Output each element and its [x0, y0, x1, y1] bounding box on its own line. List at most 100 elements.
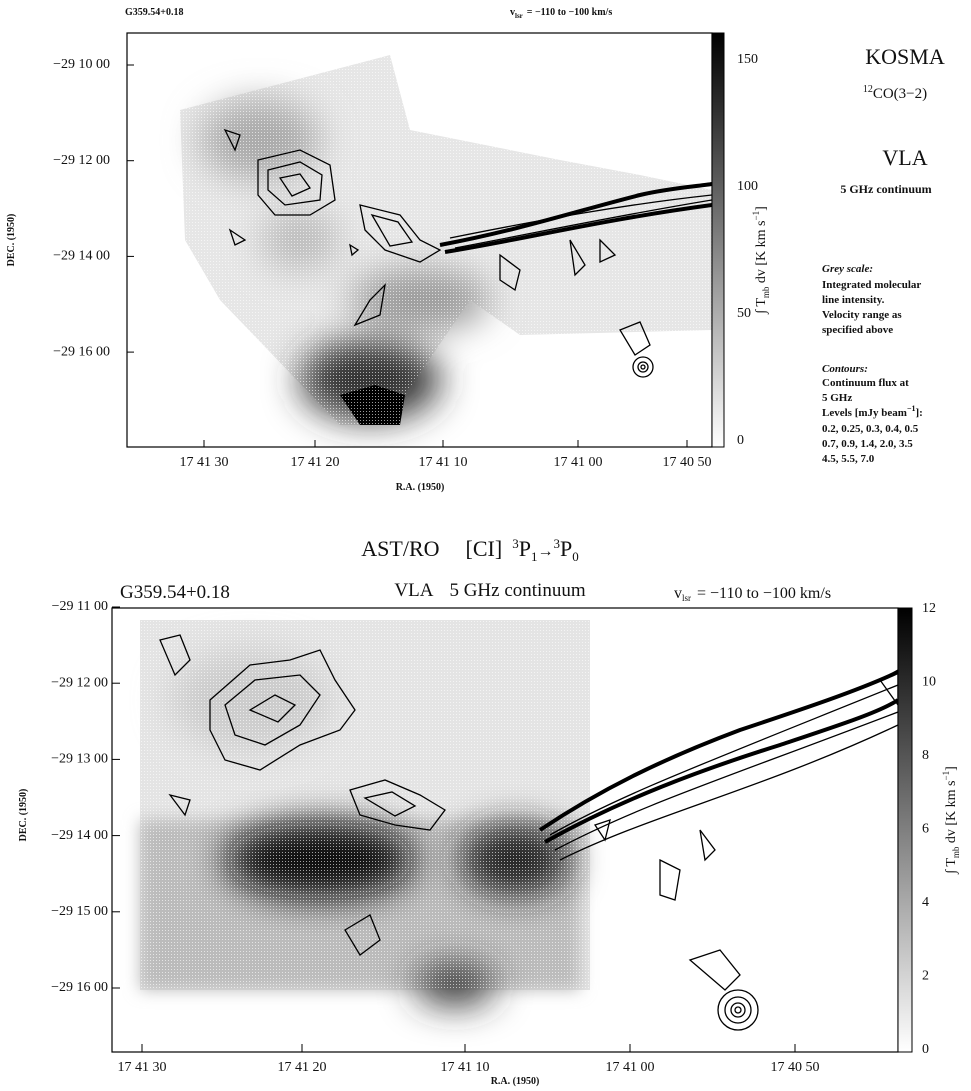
- bottom-contours-part: [363, 791, 417, 817]
- bottom-contours-part: [730, 1002, 746, 1018]
- y-tick-label: −29 16 00: [53, 344, 110, 359]
- telescope: AST/RO: [361, 536, 439, 561]
- t: →: [537, 543, 553, 560]
- bottom-contours-part: [224, 674, 321, 746]
- name: CO(3−2): [873, 86, 927, 102]
- bottom-greyscale-map: [140, 620, 590, 1005]
- p: ∫ T: [754, 298, 769, 315]
- y-tick-label: −29 14 00: [53, 249, 110, 264]
- colorbar-tick-label: 10: [922, 675, 936, 690]
- legend-line: line intensity.: [822, 294, 885, 306]
- colorbar-tick-label: 0: [737, 433, 744, 448]
- top-legend: KOSMA 12CO(3−2) VLA 5 GHz continuum Grey…: [822, 44, 945, 465]
- top-y-label: DEC. (1950): [6, 214, 17, 267]
- bottom-contours-part: [248, 694, 297, 723]
- vla: VLA: [394, 580, 433, 601]
- bottom-greyscale-map-part: [140, 620, 590, 990]
- top-contours-part: [444, 203, 712, 254]
- bottom-title: AST/RO [CI] 3P1→3P0: [361, 536, 578, 564]
- top-contours-part: [359, 204, 442, 263]
- x-tick-label: 17 40 50: [771, 1060, 820, 1075]
- bottom-colorbar-label: ∫ Tmb dv [K km s−1]: [941, 766, 961, 875]
- p: Levels [mJy beam: [822, 407, 907, 419]
- grey-heading: Grey scale:: [822, 263, 873, 275]
- top-contours-part: [278, 173, 311, 197]
- legend-line: 5 GHz: [822, 392, 852, 404]
- sub: lsr: [515, 12, 523, 20]
- t: P: [560, 536, 572, 561]
- y-tick-label: −29 12 00: [51, 675, 108, 690]
- bottom-continuum: VLA 5 GHz continuum: [394, 580, 585, 601]
- contours-heading: Contours:: [822, 363, 868, 375]
- bottom-contours-part: [549, 684, 898, 861]
- v: v: [510, 7, 515, 18]
- p: ]:: [916, 407, 923, 419]
- t: 1: [531, 549, 538, 564]
- bottom-contours-part: [538, 670, 898, 832]
- y-tick-label: −29 13 00: [51, 752, 108, 767]
- x-tick-label: 17 41 10: [419, 455, 468, 470]
- legend-line: specified above: [822, 324, 893, 336]
- bottom-contours-part: [593, 669, 898, 842]
- legend-line: Integrated molecular: [822, 279, 921, 291]
- legend-line: 4.5, 5.5, 7.0: [822, 453, 875, 465]
- bottom-contours-part: [688, 949, 741, 991]
- p: mb: [761, 286, 771, 298]
- y-tick-label: −29 11 00: [52, 599, 108, 614]
- species: [CI]: [466, 536, 503, 561]
- y-tick-label: −29 16 00: [51, 980, 108, 995]
- iso: 12: [863, 84, 873, 95]
- top-contours-part: [439, 182, 712, 247]
- text-lines: Continuum flux at 5 GHz: [822, 377, 909, 404]
- x-tick-label: 17 41 00: [606, 1060, 655, 1075]
- bottom-contours: [159, 634, 898, 1031]
- colorbar-tick-label: 0: [922, 1042, 929, 1057]
- bottom-contours-part: [734, 1006, 742, 1014]
- colorbar-tick-label: 12: [922, 601, 936, 616]
- bottom-y-label: DEC. (1950): [18, 789, 29, 842]
- t: 3: [553, 536, 560, 551]
- v: v: [674, 585, 682, 602]
- bottom-x-label: R.A. (1950): [491, 1076, 540, 1087]
- p: −1: [751, 211, 761, 221]
- t: 0: [572, 549, 579, 564]
- top-contours-part: [267, 161, 323, 206]
- x-tick-label: 17 41 20: [278, 1060, 327, 1075]
- colorbar-tick-label: 150: [737, 52, 758, 67]
- top-contours-part: [257, 149, 336, 216]
- levels-label: Levels [mJy beam−1]:: [822, 404, 923, 419]
- legend-line: Continuum flux at: [822, 377, 909, 389]
- x-tick-label: 17 40 50: [663, 455, 712, 470]
- legend-line: Velocity range as: [822, 309, 902, 321]
- top-contours-part: [353, 283, 386, 327]
- top-contours-part: [499, 238, 617, 292]
- line: 12CO(3−2): [863, 84, 927, 102]
- bottom-contours-part: [724, 996, 752, 1024]
- p: −1: [907, 404, 916, 413]
- top-velocity: vlsr = −110 to −100 km/s: [510, 7, 612, 20]
- p: ]: [754, 206, 769, 211]
- y-tick-label: −29 14 00: [51, 828, 108, 843]
- colorbar-tick-label: 4: [922, 895, 929, 910]
- top-colorbar: [711, 32, 725, 448]
- p: dv [K km s: [754, 220, 769, 286]
- top-source: G359.54+0.18: [125, 7, 183, 18]
- p: dv [K km s: [944, 780, 959, 846]
- band: 5 GHz continuum: [449, 580, 585, 601]
- top-contours-part: [640, 364, 646, 370]
- bottom-contours-part: [349, 779, 446, 831]
- bottom-contours-part: [159, 634, 191, 817]
- range: = −110 to −100 km/s: [527, 7, 613, 18]
- colorbar-tick-label: 6: [922, 822, 929, 837]
- top-contours-part: [619, 321, 651, 356]
- band: 5 GHz continuum: [840, 182, 931, 196]
- x-tick-label: 17 41 00: [554, 455, 603, 470]
- bottom-colorbar: [897, 607, 913, 1053]
- y-tick-label: −29 10 00: [53, 57, 110, 72]
- bottom-contours-part: [209, 649, 356, 771]
- top-contours-part: [637, 361, 649, 373]
- range: = −110 to −100 km/s: [697, 585, 831, 602]
- bottom-contours-part: [544, 698, 898, 844]
- legend-line: 0.2, 0.25, 0.3, 0.4, 0.5: [822, 423, 919, 435]
